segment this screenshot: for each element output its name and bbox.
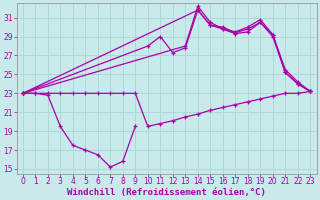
- X-axis label: Windchill (Refroidissement éolien,°C): Windchill (Refroidissement éolien,°C): [67, 188, 266, 197]
